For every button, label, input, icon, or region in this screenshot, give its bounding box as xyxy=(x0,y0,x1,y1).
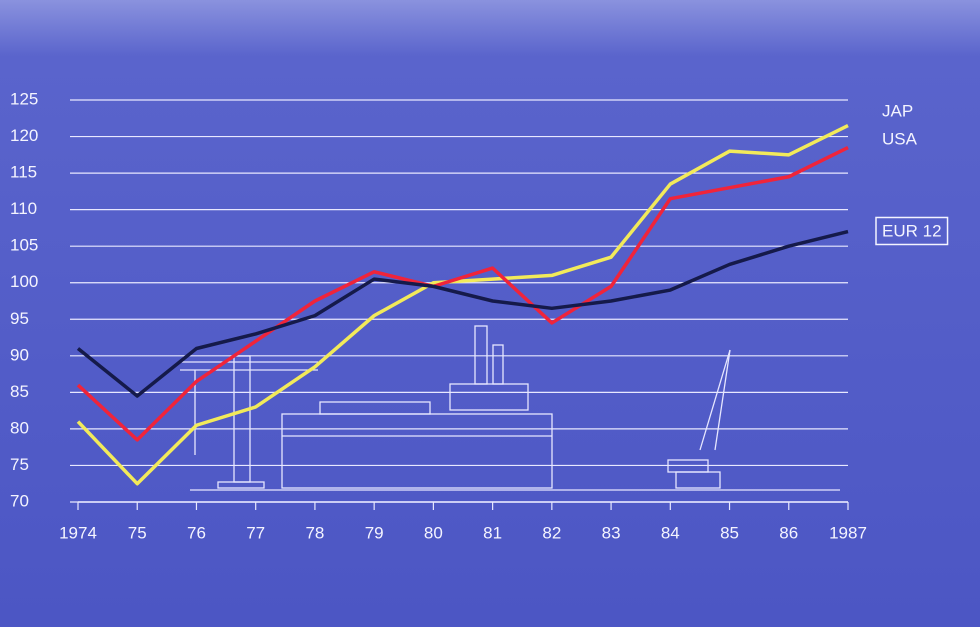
y-tick-label: 125 xyxy=(10,89,38,108)
x-tick-label: 78 xyxy=(305,523,324,542)
x-tick-label: 84 xyxy=(661,523,680,542)
y-tick-label: 110 xyxy=(10,199,37,218)
legend-box xyxy=(875,216,949,246)
x-tick-label: 79 xyxy=(365,523,384,542)
y-tick-label: 100 xyxy=(10,272,38,291)
x-tick-label: 77 xyxy=(246,523,265,542)
y-tick-label: 90 xyxy=(10,345,29,364)
x-tick-label: 76 xyxy=(187,523,206,542)
y-tick-label: 105 xyxy=(10,236,38,255)
y-tick-label: 120 xyxy=(10,126,38,145)
legend-label: JAP xyxy=(882,101,913,120)
series-line xyxy=(76,124,849,486)
x-tick-label: 80 xyxy=(424,523,443,542)
y-tick-label: 75 xyxy=(10,455,29,474)
x-tick-label: 85 xyxy=(720,523,739,542)
y-tick-label: 80 xyxy=(10,418,29,437)
series-line xyxy=(76,229,849,398)
x-tick-label: 86 xyxy=(779,523,798,542)
x-tick-label: 81 xyxy=(483,523,502,542)
y-tick-label: 85 xyxy=(10,382,29,401)
x-tick-label: 82 xyxy=(542,523,561,542)
x-tick-label: 1974 xyxy=(59,523,97,542)
legend-label: EUR 12 xyxy=(882,221,942,240)
series-line xyxy=(76,145,849,442)
x-tick-label: 83 xyxy=(602,523,621,542)
legend-label: USA xyxy=(882,129,918,148)
x-tick-label: 1987 xyxy=(829,523,867,542)
y-tick-label: 115 xyxy=(10,163,37,182)
y-tick-label: 95 xyxy=(10,309,29,328)
x-tick-label: 75 xyxy=(128,523,147,542)
y-tick-label: 70 xyxy=(10,491,29,510)
